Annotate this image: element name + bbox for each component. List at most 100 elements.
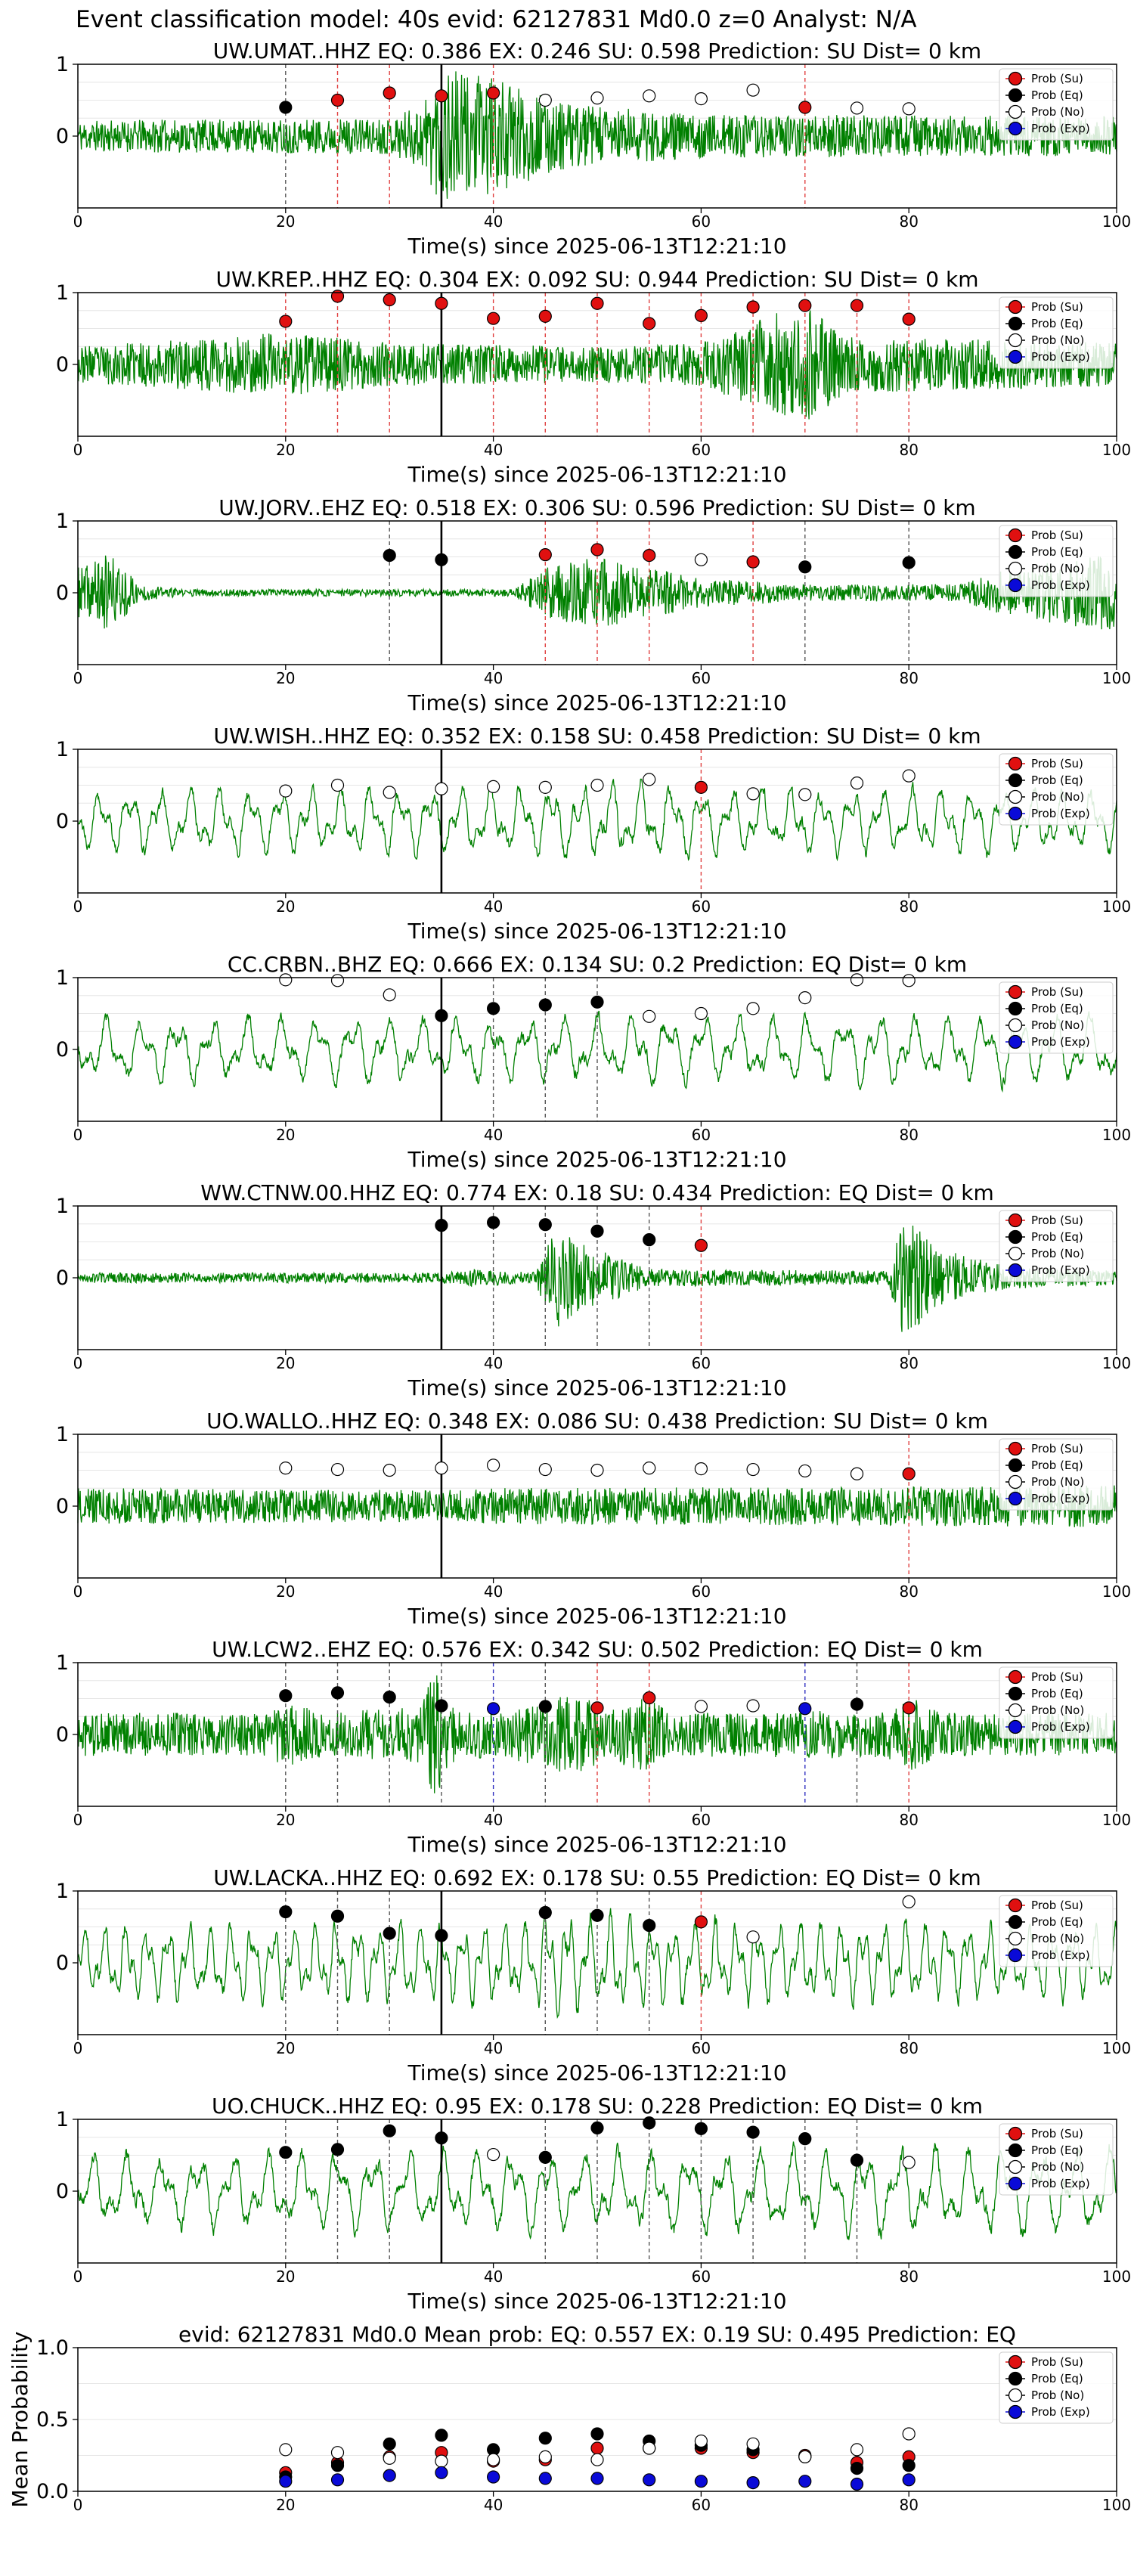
- chart-title: UW.LCW2..EHZ EQ: 0.576 EX: 0.342 SU: 0.5…: [212, 1637, 983, 1662]
- x-tick-label: 100: [1102, 2496, 1131, 2514]
- mean-prob-point-exp: [590, 2472, 604, 2485]
- y-tick-label: 1: [56, 281, 69, 305]
- x-tick-label: 100: [1102, 1811, 1131, 1829]
- prob-point-eq: [279, 101, 293, 114]
- x-tick-label: 80: [899, 2268, 918, 2286]
- chart-plot: UO.WALLO..HHZ EQ: 0.348 EX: 0.086 SU: 0.…: [56, 1409, 1131, 1629]
- prob-point-eq: [330, 1686, 345, 1700]
- legend-label-no: Prob (No): [1031, 1932, 1084, 1945]
- legend-label-su: Prob (Su): [1031, 2355, 1083, 2369]
- chart-title: UW.WISH..HHZ EQ: 0.352 EX: 0.158 SU: 0.4…: [213, 724, 981, 749]
- mean-prob-point-exp: [330, 2473, 345, 2487]
- legend-label-eq: Prob (Eq): [1031, 1458, 1083, 1472]
- legend-marker-eq: [1008, 1229, 1023, 1245]
- prob-point-su: [798, 101, 812, 114]
- legend-label-no: Prob (No): [1031, 333, 1084, 347]
- legend-label-su: Prob (Su): [1031, 757, 1083, 770]
- prob-point-no: [746, 83, 760, 97]
- legend-label-exp: Prob (Exp): [1031, 1263, 1090, 1277]
- chart-panel-9: UW.LACKA..HHZ EQ: 0.692 EX: 0.178 SU: 0.…: [56, 1865, 1131, 2085]
- prob-point-eq: [435, 2131, 448, 2145]
- legend-label-no: Prob (No): [1031, 790, 1084, 804]
- mean-prob-point-eq: [538, 2432, 552, 2445]
- legend-label-su: Prob (Su): [1031, 529, 1083, 542]
- legend-box: [999, 296, 1114, 369]
- prob-point-eq: [435, 1699, 448, 1713]
- y-tick-label: 1: [56, 1880, 69, 1903]
- prob-point-exp: [798, 1702, 812, 1716]
- legend-label-no: Prob (No): [1031, 1475, 1084, 1489]
- chart-panel-2: UW.KREP..HHZ EQ: 0.304 EX: 0.092 SU: 0.9…: [56, 267, 1131, 487]
- x-tick-label: 20: [276, 2039, 295, 2057]
- prob-point-no: [902, 2156, 916, 2169]
- legend-marker-su: [1008, 756, 1023, 771]
- legend-marker-no: [1008, 2159, 1023, 2175]
- legend-marker-no: [1008, 1474, 1023, 1489]
- legend-marker-eq: [1008, 773, 1023, 788]
- x-tick-label: 40: [484, 1354, 503, 1372]
- waveform-trace: [77, 1225, 1117, 1332]
- x-tick-label: 20: [276, 669, 295, 687]
- x-tick-label: 20: [276, 897, 295, 916]
- x-tick-label: 100: [1102, 1354, 1131, 1372]
- x-tick-label: 60: [692, 1354, 711, 1372]
- legend-marker-no: [1008, 1246, 1023, 1261]
- plot-area: [78, 749, 1117, 893]
- chart-title: UO.CHUCK..HHZ EQ: 0.95 EX: 0.178 SU: 0.2…: [212, 2094, 983, 2119]
- legend-box: [999, 2351, 1114, 2424]
- legend-marker-su: [1008, 1898, 1023, 1913]
- chart-title: UW.LACKA..HHZ EQ: 0.692 EX: 0.178 SU: 0.…: [213, 1865, 981, 1890]
- x-tick-label: 80: [899, 1354, 918, 1372]
- waveform-trace: [77, 1485, 1117, 1527]
- mean-prob-point-exp: [746, 2476, 760, 2490]
- legend-label-eq: Prob (Eq): [1031, 88, 1083, 102]
- legend-marker-exp: [1008, 1719, 1023, 1734]
- chart-plot: evid: 62127831 Md0.0 Mean prob: EQ: 0.55…: [8, 2322, 1131, 2514]
- chart-panel-7: UO.WALLO..HHZ EQ: 0.348 EX: 0.086 SU: 0.…: [56, 1409, 1131, 1629]
- prob-point-no: [383, 988, 396, 1002]
- x-axis-label: Time(s) since 2025-06-13T12:21:10: [407, 2289, 786, 2314]
- prob-point-su: [538, 548, 552, 562]
- chart-plot: UW.KREP..HHZ EQ: 0.304 EX: 0.092 SU: 0.9…: [56, 267, 1131, 487]
- legend-marker-eq: [1008, 1914, 1023, 1930]
- mean-prob-point-exp: [435, 2466, 448, 2479]
- waveform-trace: [77, 310, 1117, 420]
- legend-box: [999, 981, 1114, 1054]
- prob-point-no: [538, 780, 552, 794]
- prob-point-su: [330, 93, 345, 107]
- prob-point-su: [643, 548, 656, 563]
- mean-prob-point-exp: [538, 2472, 552, 2485]
- prob-point-no: [279, 1462, 293, 1475]
- prob-point-no: [746, 1930, 760, 1944]
- x-tick-label: 60: [692, 2496, 711, 2514]
- legend-marker-su: [1008, 299, 1023, 315]
- prob-point-no: [383, 786, 396, 799]
- legend-label-su: Prob (Su): [1031, 2127, 1083, 2140]
- prob-point-no: [643, 89, 656, 103]
- x-tick-label: 100: [1102, 212, 1131, 231]
- legend-label-exp: Prob (Exp): [1031, 1035, 1090, 1049]
- legend-marker-su: [1008, 1669, 1023, 1685]
- mean-prob-point-exp: [643, 2473, 656, 2487]
- prob-point-eq: [330, 1909, 345, 1923]
- mean-prob-point-exp: [850, 2477, 864, 2491]
- chart-plot: WW.CTNW.00.HHZ EQ: 0.774 EX: 0.18 SU: 0.…: [56, 1180, 1131, 1400]
- legend-box: [999, 753, 1114, 826]
- x-tick-label: 0: [73, 1126, 83, 1144]
- legend-label-no: Prob (No): [1031, 562, 1084, 575]
- prob-point-no: [746, 1002, 760, 1015]
- legend-marker-eq: [1008, 1686, 1023, 1701]
- prob-point-eq: [590, 1908, 604, 1922]
- prob-point-eq: [850, 1697, 864, 1711]
- prob-point-no: [694, 1462, 708, 1476]
- prob-point-eq: [279, 1689, 293, 1703]
- y-tick-label: 0: [56, 1038, 69, 1062]
- x-tick-label: 60: [692, 212, 711, 231]
- prob-point-no: [694, 1006, 708, 1021]
- mean-prob-point-eq: [850, 2462, 864, 2475]
- legend-marker-su: [1008, 984, 1023, 1000]
- x-tick-label: 80: [899, 441, 918, 459]
- prob-point-no: [435, 782, 448, 795]
- x-tick-label: 40: [484, 441, 503, 459]
- legend-marker-no: [1008, 1018, 1023, 1033]
